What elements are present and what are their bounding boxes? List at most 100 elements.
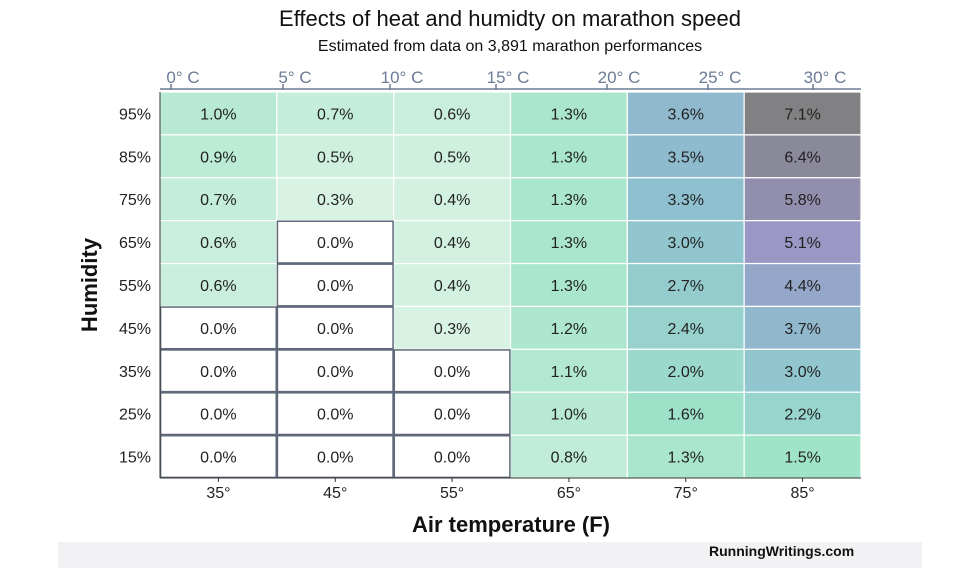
cell-value-label: 1.3% (551, 149, 587, 166)
heatmap-cell (393, 177, 512, 222)
cell-value-label: 0.4% (434, 278, 470, 295)
cell-value-label: 0.9% (200, 149, 236, 166)
zero-cell-border (393, 349, 511, 393)
cell-value-label: 7.1% (784, 106, 820, 123)
cell-value-label: 1.2% (551, 321, 587, 338)
cell-value-label: 2.2% (784, 407, 820, 424)
cell-value-label: 0.6% (200, 278, 236, 295)
celsius-tick-label: 20° C (598, 68, 641, 87)
zero-cell-border (393, 434, 511, 479)
cell-value-label: 1.3% (551, 106, 587, 123)
celsius-tick-label: 5° C (278, 68, 311, 87)
heatmap-cell (509, 91, 628, 136)
cell-value-label: 0.0% (317, 364, 353, 381)
y-tick-label: 45% (119, 321, 151, 338)
cell-value-label: 0.6% (434, 106, 470, 123)
celsius-tick-label: 10° C (381, 68, 424, 87)
cell-value-label: 2.4% (668, 321, 704, 338)
zero-cell-border (159, 349, 277, 393)
zero-cell-border (276, 392, 394, 436)
cell-value-label: 0.0% (200, 364, 236, 381)
chart-subtitle: Estimated from data on 3,891 marathon pe… (317, 38, 703, 55)
heatmap-cell (509, 134, 628, 179)
zero-cell-border (159, 434, 277, 479)
cell-value-label: 2.0% (668, 364, 704, 381)
x-tick-label: 75° (674, 485, 698, 502)
heatmap-cell (159, 220, 278, 265)
cell-value-label: 0.0% (317, 407, 353, 424)
y-tick-label: 95% (119, 106, 151, 123)
chart-title: Effects of heat and humidty on marathon … (279, 6, 741, 31)
y-tick-label: 25% (119, 407, 151, 424)
cell-value-label: 0.7% (200, 192, 236, 209)
y-tick-label: 65% (119, 235, 151, 252)
cell-value-label: 3.6% (668, 106, 704, 123)
zero-cell-border (276, 263, 394, 307)
cell-value-label: 0.0% (434, 407, 470, 424)
y-tick-label: 15% (119, 450, 151, 467)
y-tick-label: 55% (119, 278, 151, 295)
cell-value-label: 1.3% (551, 278, 587, 295)
heatmap-cell (743, 348, 862, 393)
heatmap-cell (509, 177, 628, 222)
heatmap-cell (509, 391, 628, 436)
heatmap-cell (743, 305, 862, 350)
cell-value-label: 1.0% (200, 106, 236, 123)
x-axis-title: Air temperature (F) (412, 512, 610, 537)
cell-value-label: 0.0% (200, 450, 236, 467)
celsius-tick-label: 0° C (166, 68, 199, 87)
heatmap-cell (393, 220, 512, 265)
cell-value-label: 1.3% (551, 235, 587, 252)
cell-value-label: 1.6% (668, 407, 704, 424)
cell-value-label: 6.4% (784, 149, 820, 166)
cell-value-label: 0.5% (434, 149, 470, 166)
credit-text: RunningWritings.com (709, 543, 855, 559)
heatmap-cell (509, 262, 628, 308)
cell-value-label: 0.0% (434, 364, 470, 381)
x-tick-label: 85° (790, 485, 814, 502)
heatmap-cell (743, 434, 862, 479)
cell-value-label: 3.3% (668, 192, 704, 209)
heatmap-cell (743, 220, 862, 265)
heatmap-cell (509, 434, 628, 479)
heatmap-cell (276, 177, 395, 222)
heatmap-cell (743, 262, 862, 308)
heatmap-cell (626, 262, 745, 308)
y-tick-label: 35% (119, 364, 151, 381)
footer-strip (58, 542, 922, 568)
y-axis-title: Humidity (77, 237, 102, 332)
celsius-tick-label: 25° C (699, 68, 742, 87)
heatmap-cell (626, 177, 745, 222)
cell-value-label: 1.3% (668, 450, 704, 467)
heatmap-cell (276, 91, 395, 136)
zero-cell-border (276, 306, 394, 350)
heatmap-cell (276, 134, 395, 179)
heatmap-cell (393, 305, 512, 350)
celsius-tick-label: 15° C (487, 68, 530, 87)
heatmap-cell (626, 434, 745, 479)
heatmap-cell (393, 434, 512, 479)
x-tick-label: 45° (323, 485, 347, 502)
celsius-tick-label: 30° C (804, 68, 847, 87)
x-tick-label: 55° (440, 485, 464, 502)
zero-cell-borders (159, 220, 511, 479)
cell-value-label: 0.7% (317, 106, 353, 123)
heatmap-cell (743, 177, 862, 222)
heatmap-cell (626, 391, 745, 436)
heatmap-cell (743, 391, 862, 436)
cell-value-label: 0.8% (551, 450, 587, 467)
heatmap-cell (509, 348, 628, 393)
cell-value-label: 0.0% (434, 450, 470, 467)
cell-value-label: 0.0% (317, 450, 353, 467)
zero-cell-border (276, 220, 394, 264)
axes: 0° C 5° C 10° C 15° C 20° C 25° C 30° C 35° 45° 5… (77, 68, 861, 537)
cell-value-label: 5.1% (784, 235, 820, 252)
y-tick-label: 85% (119, 149, 151, 166)
heatmap-cell (626, 348, 745, 393)
cell-value-label: 0.4% (434, 192, 470, 209)
cell-value-label: 0.3% (434, 321, 470, 338)
heatmap-cell (509, 305, 628, 350)
cell-value-label: 1.3% (551, 192, 587, 209)
x-tick-label: 65° (557, 485, 581, 502)
